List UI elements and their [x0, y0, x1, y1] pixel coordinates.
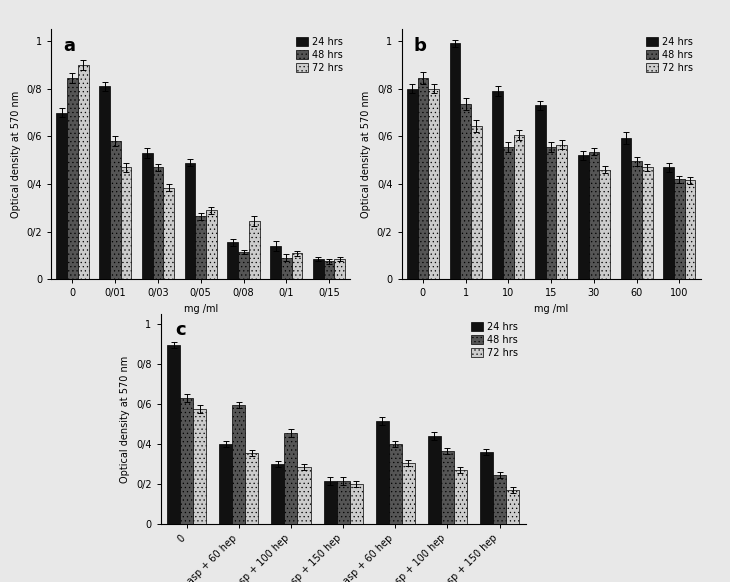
Bar [429, 88, 439, 279]
Bar [270, 246, 281, 279]
Bar [167, 345, 180, 524]
Y-axis label: Optical density at 570 nm: Optical density at 570 nm [120, 356, 131, 482]
Bar [503, 147, 514, 279]
Bar [164, 187, 174, 279]
Bar [620, 137, 631, 279]
Bar [631, 161, 642, 279]
Bar [219, 444, 232, 524]
Bar [642, 168, 653, 279]
Bar [245, 453, 258, 524]
Y-axis label: Optical density at 570 nm: Optical density at 570 nm [11, 91, 21, 218]
Bar [232, 405, 245, 524]
Bar [272, 464, 285, 524]
Bar [389, 444, 402, 524]
Bar [238, 252, 249, 279]
Bar [281, 258, 291, 279]
Bar [588, 152, 599, 279]
Bar [313, 259, 323, 279]
Bar [376, 421, 388, 524]
Bar [228, 243, 238, 279]
Bar [599, 170, 610, 279]
Bar [492, 91, 503, 279]
Bar [142, 153, 153, 279]
Bar [196, 216, 206, 279]
Bar [180, 398, 193, 524]
Bar [407, 88, 418, 279]
Y-axis label: Optical density at 570 nm: Optical density at 570 nm [361, 91, 372, 218]
Bar [450, 44, 461, 279]
Legend: 24 hrs, 48 hrs, 72 hrs: 24 hrs, 48 hrs, 72 hrs [644, 34, 696, 76]
Bar [350, 484, 363, 524]
Bar [67, 78, 78, 279]
Bar [506, 490, 519, 524]
Bar [664, 168, 674, 279]
X-axis label: mg /ml: mg /ml [534, 304, 568, 314]
Bar [323, 481, 337, 524]
Bar [298, 467, 310, 524]
Bar [99, 86, 110, 279]
Bar [674, 179, 685, 279]
Bar [193, 409, 206, 524]
Text: b: b [413, 37, 426, 55]
Bar [291, 253, 302, 279]
Bar [249, 221, 260, 279]
Bar [454, 470, 467, 524]
Bar [514, 135, 524, 279]
Bar [546, 147, 556, 279]
Bar [493, 475, 506, 524]
Bar [56, 112, 67, 279]
Legend: 24 hrs, 48 hrs, 72 hrs: 24 hrs, 48 hrs, 72 hrs [469, 319, 520, 361]
Bar [185, 162, 196, 279]
Bar [78, 65, 88, 279]
Bar [428, 436, 441, 524]
Bar [556, 145, 567, 279]
Bar [285, 433, 298, 524]
Bar [323, 261, 334, 279]
Bar [402, 463, 415, 524]
Bar [110, 141, 120, 279]
Legend: 24 hrs, 48 hrs, 72 hrs: 24 hrs, 48 hrs, 72 hrs [293, 34, 345, 76]
Bar [471, 126, 482, 279]
Bar [418, 78, 429, 279]
Bar [685, 180, 696, 279]
Bar [206, 210, 217, 279]
Bar [120, 168, 131, 279]
Bar [337, 481, 350, 524]
Bar [334, 259, 345, 279]
Bar [441, 451, 454, 524]
Text: c: c [175, 321, 186, 339]
Bar [153, 168, 164, 279]
Bar [578, 155, 588, 279]
Text: a: a [63, 37, 75, 55]
Bar [461, 104, 471, 279]
Bar [480, 452, 493, 524]
Bar [535, 105, 546, 279]
X-axis label: mg /ml: mg /ml [184, 304, 218, 314]
